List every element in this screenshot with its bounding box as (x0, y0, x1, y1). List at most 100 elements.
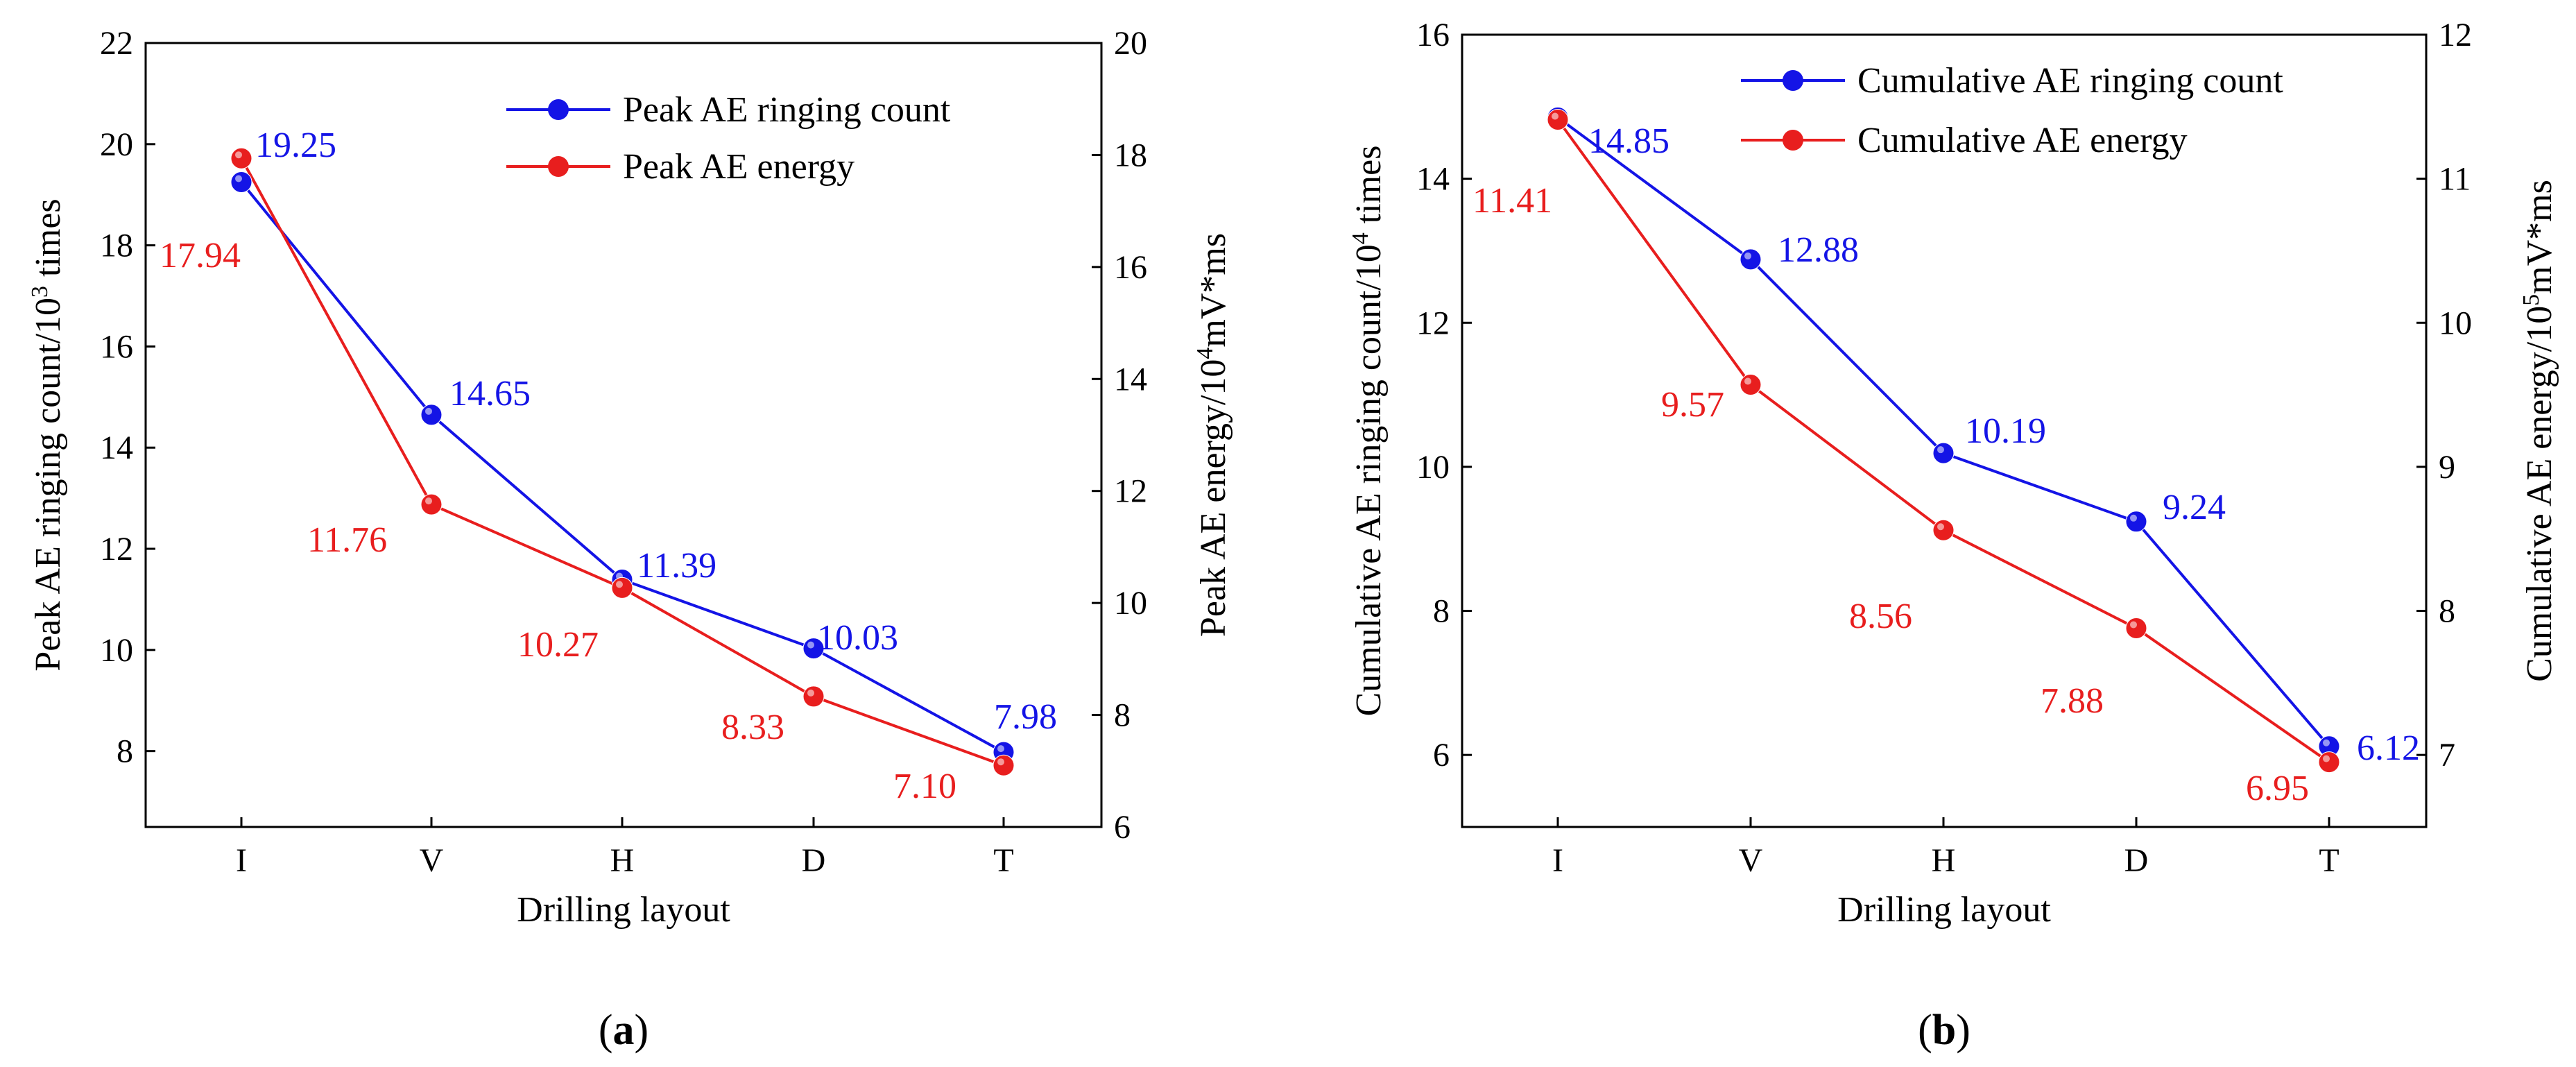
panel-b: 6 8 10 12 14 16 7 8 9 10 11 12 I V H D T 14.85 12.88 10.… (1348, 17, 2559, 1054)
data-labels-b: 14.85 12.88 10.19 9.24 6.12 11.41 9.57 8… (1472, 121, 2420, 808)
data-point-highlight (425, 497, 432, 505)
y-right-tick-label: 10 (1114, 585, 1147, 622)
plot-frame-a (144, 42, 1103, 828)
panel-a: 8 10 12 14 16 18 20 22 6 8 10 12 14 16 18 20 I V H D T 19.25… (27, 25, 1233, 1054)
series-line-cumulative-ae-ringing-count (1556, 116, 2330, 748)
data-point-highlight (997, 758, 1004, 766)
x-tick-label: T (2319, 842, 2339, 879)
data-point-highlight (616, 581, 623, 588)
y-left-tick-label: 6 (1433, 737, 1450, 774)
data-point-highlight (1937, 446, 1944, 454)
data-point (1547, 109, 1569, 131)
x-tick-label: T (993, 842, 1013, 879)
data-label: 14.65 (449, 374, 531, 413)
data-point (2318, 751, 2340, 774)
x-tick-label: V (1739, 842, 1763, 879)
data-point-highlight (235, 175, 242, 182)
series-line-peak-ae-ringing-count (240, 181, 1004, 753)
data-label: 19.25 (255, 126, 336, 165)
ticks-a: 8 10 12 14 16 18 20 22 6 8 10 12 14 16 18 20 I V H D T (100, 25, 1147, 879)
x-tick-label: D (2124, 842, 2149, 879)
x-axis-label-a: Drilling layout (517, 890, 730, 930)
data-label: 6.95 (2246, 769, 2309, 808)
y-right-tick-label: 18 (1114, 137, 1147, 173)
data-label: 7.88 (2041, 681, 2104, 721)
legend-label-cumulative-ae-energy: Cumulative AE energy (1857, 121, 2188, 160)
series-lines-b (1556, 116, 2330, 764)
data-point (420, 404, 443, 426)
y-right-tick-label: 9 (2439, 449, 2455, 486)
data-label: 9.24 (2163, 488, 2226, 527)
y-right-tick-label: 20 (1114, 25, 1147, 62)
data-label: 10.03 (817, 618, 898, 658)
data-point (230, 147, 252, 169)
data-label: 11.39 (637, 546, 716, 586)
y-left-tick-label: 12 (1416, 305, 1450, 341)
y-right-tick-label: 8 (2439, 593, 2455, 630)
data-point (1932, 519, 1955, 541)
legend-a: Peak AE ringing count Peak AE energy (506, 90, 951, 187)
data-point-highlight (1744, 377, 1751, 385)
data-point (1740, 248, 1762, 271)
y-left-tick-label: 16 (1416, 17, 1450, 53)
data-point-highlight (235, 151, 242, 159)
data-point-highlight (807, 689, 814, 697)
data-point-highlight (997, 745, 1004, 753)
y-right-tick-label: 10 (2439, 305, 2472, 341)
data-point-highlight (2323, 739, 2330, 746)
y-right-tick-label: 16 (1114, 249, 1147, 286)
y-right-tick-label: 11 (2439, 161, 2471, 198)
data-point (2125, 511, 2147, 533)
y-left-tick-label: 18 (100, 228, 133, 264)
legend-label-peak-ae-energy: Peak AE energy (623, 147, 855, 187)
series-lines-a (240, 157, 1004, 767)
y-right-tick-label: 7 (2439, 737, 2455, 774)
data-label: 14.85 (1588, 121, 1669, 161)
y-left-tick-label: 14 (1416, 161, 1450, 198)
data-label: 7.10 (893, 767, 956, 806)
legend-label-cumulative-ae-ringing-count: Cumulative AE ringing count (1857, 61, 2283, 101)
data-point-highlight (2323, 755, 2330, 762)
data-point-highlight (807, 641, 814, 649)
y-left-tick-label: 20 (100, 126, 133, 163)
y-axis-right-label-b: Cumulative AE energy/105mV*ms (2518, 180, 2559, 682)
y-left-tick-label: 22 (100, 25, 133, 62)
data-label: 10.19 (1965, 411, 2046, 451)
data-label: 17.94 (160, 236, 241, 275)
data-labels-a: 19.25 14.65 11.39 10.03 7.98 17.94 11.76… (160, 126, 1057, 806)
y-axis-right-label-a: Peak AE energy/104mV*ms (1192, 233, 1233, 637)
y-left-tick-label: 8 (1433, 593, 1450, 630)
legend-b: Cumulative AE ringing count Cumulative A… (1741, 61, 2283, 160)
data-point-highlight (2130, 514, 2137, 522)
legend-swatch-marker (1783, 130, 1803, 151)
data-label: 8.56 (1849, 597, 1912, 636)
data-point-highlight (425, 407, 432, 415)
legend-swatch-marker (548, 156, 569, 177)
data-label: 11.41 (1472, 181, 1552, 221)
y-left-tick-label: 16 (100, 328, 133, 365)
y-left-tick-label: 14 (100, 429, 133, 466)
x-tick-label: D (802, 842, 826, 879)
data-label: 8.33 (721, 708, 784, 747)
ticks-b: 6 8 10 12 14 16 7 8 9 10 11 12 I V H D T (1416, 17, 2472, 879)
y-axis-left-label-a: Peak AE ringing count/103 times (27, 198, 68, 671)
x-tick-label: H (610, 842, 635, 879)
data-point-highlight (2130, 621, 2137, 629)
x-tick-label: V (420, 842, 444, 879)
y-right-tick-label: 12 (1114, 473, 1147, 510)
x-axis-label-b: Drilling layout (1837, 890, 2051, 930)
data-point (230, 171, 252, 193)
legend-swatch-marker (548, 99, 569, 120)
series-line-cumulative-ae-energy (1556, 119, 2330, 764)
y-right-tick-label: 8 (1114, 697, 1131, 734)
y-right-tick-label: 14 (1114, 361, 1147, 398)
data-label: 12.88 (1778, 230, 1859, 270)
series-line-peak-ae-energy (240, 157, 1004, 767)
legend-label-peak-ae-ringing-count: Peak AE ringing count (623, 90, 951, 130)
x-tick-label: H (1932, 842, 1956, 879)
data-label: 10.27 (517, 625, 599, 665)
data-point (1740, 374, 1762, 396)
data-point-highlight (1744, 252, 1751, 259)
legend-swatch-marker (1783, 70, 1803, 91)
y-left-tick-label: 12 (100, 531, 133, 567)
